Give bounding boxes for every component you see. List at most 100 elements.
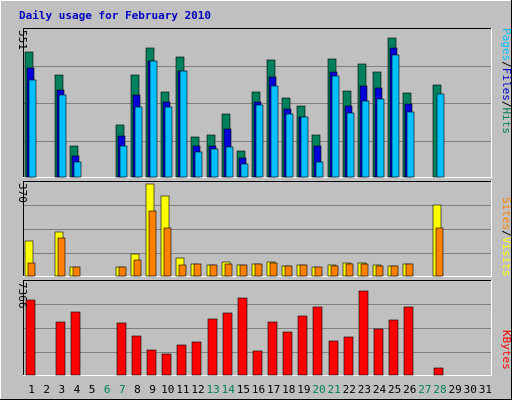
day-label: 20 bbox=[312, 383, 325, 396]
day-label: 14 bbox=[222, 383, 236, 396]
bar-pages-day-10 bbox=[164, 106, 173, 178]
bar-pages-day-28 bbox=[436, 93, 445, 178]
bar-kbytes-day-24 bbox=[373, 328, 384, 376]
bar-pages-day-16 bbox=[255, 104, 264, 178]
bar-sites-day-12 bbox=[193, 263, 202, 277]
bar-sites-day-28 bbox=[435, 227, 444, 277]
bar-pages-day-22 bbox=[346, 112, 355, 178]
day-labels: 1 2 3 4 5 6 7 8 9 10 11 12 13 14 15 16 17 18 19 20 21 22 23 24 2… bbox=[28, 383, 492, 396]
day-label: 16 bbox=[252, 383, 265, 396]
bar-kbytes-day-8 bbox=[131, 335, 142, 376]
bar-sites-day-9 bbox=[148, 210, 157, 277]
bar-kbytes-day-11 bbox=[176, 344, 187, 376]
bar-pages-day-11 bbox=[179, 70, 188, 178]
bar-kbytes-day-7 bbox=[116, 322, 127, 376]
bar-sites-day-19 bbox=[299, 264, 308, 277]
bar-pages-day-20 bbox=[315, 161, 324, 178]
bar-sites-day-25 bbox=[390, 265, 399, 277]
bar-kbytes-day-20 bbox=[312, 306, 323, 376]
bar-pages-day-19 bbox=[300, 116, 309, 178]
day-label: 22 bbox=[343, 383, 356, 396]
day-label: 21 bbox=[328, 383, 341, 396]
bar-sites-day-11 bbox=[178, 264, 187, 277]
legend-sep: / bbox=[500, 61, 512, 68]
day-label: 11 bbox=[176, 383, 189, 396]
bar-sites-day-21 bbox=[330, 265, 339, 277]
day-label: 29 bbox=[449, 383, 462, 396]
day-label: 5 bbox=[89, 383, 96, 396]
y-max-label: 370 bbox=[16, 183, 29, 203]
bar-sites-day-13 bbox=[209, 264, 218, 277]
bar-sites-day-10 bbox=[163, 227, 172, 277]
legend-kbytes: KBytes bbox=[500, 330, 512, 370]
day-label: 25 bbox=[388, 383, 401, 396]
chart-panels bbox=[23, 28, 492, 376]
bar-pages-day-3 bbox=[58, 94, 67, 178]
day-label: 2 bbox=[43, 383, 50, 396]
day-label: 18 bbox=[282, 383, 295, 396]
bar-pages-day-21 bbox=[331, 75, 340, 178]
chart-title: Daily usage for February 2010 bbox=[19, 9, 211, 22]
day-label: 1 bbox=[28, 383, 35, 396]
bar-sites-day-1 bbox=[27, 262, 36, 277]
bar-pages-day-8 bbox=[134, 106, 143, 178]
bar-sites-day-26 bbox=[405, 263, 414, 277]
day-label: 8 bbox=[134, 383, 141, 396]
day-label: 15 bbox=[237, 383, 250, 396]
legend-sep: / bbox=[500, 230, 512, 237]
bar-sites-day-16 bbox=[254, 263, 263, 277]
bar-kbytes-day-10 bbox=[161, 353, 172, 376]
bar-pages-day-9 bbox=[149, 60, 158, 178]
y-max-labels: 551 370 7366 bbox=[16, 30, 29, 309]
day-label: 24 bbox=[373, 383, 387, 396]
bar-sites-day-20 bbox=[314, 266, 323, 277]
bar-kbytes-day-9 bbox=[146, 349, 157, 376]
bar-kbytes-day-13 bbox=[207, 318, 218, 376]
day-label: 26 bbox=[403, 383, 416, 396]
bar-kbytes-day-23 bbox=[358, 290, 369, 376]
bar-pages-day-17 bbox=[270, 85, 279, 178]
legend-hits: Hits bbox=[500, 108, 512, 135]
legend-sep: / bbox=[500, 101, 512, 108]
bar-sites-day-8 bbox=[133, 259, 142, 277]
bar-pages-day-1 bbox=[28, 79, 37, 178]
bar-pages-day-24 bbox=[376, 98, 385, 178]
day-label: 13 bbox=[206, 383, 219, 396]
bar-sites-day-4 bbox=[72, 266, 81, 277]
day-label: 10 bbox=[161, 383, 174, 396]
bar-pages-day-15 bbox=[240, 163, 249, 178]
day-label: 17 bbox=[267, 383, 280, 396]
bar-sites-day-15 bbox=[239, 264, 248, 277]
y-max-label: 551 bbox=[16, 30, 29, 50]
bar-pages-day-7 bbox=[119, 145, 128, 178]
bar-sites-day-3 bbox=[57, 237, 66, 277]
bar-kbytes-day-16 bbox=[252, 350, 263, 376]
bar-sites-day-24 bbox=[375, 265, 384, 277]
bar-sites-day-17 bbox=[269, 262, 278, 277]
bar-kbytes-day-17 bbox=[267, 321, 278, 376]
day-label: 6 bbox=[104, 383, 111, 396]
day-label: 31 bbox=[479, 383, 492, 396]
day-label: 28 bbox=[433, 383, 446, 396]
bar-pages-day-25 bbox=[391, 54, 400, 178]
chart-bars bbox=[24, 37, 445, 376]
legend-sites-visits: Sites/Visits bbox=[500, 197, 512, 277]
legend-hits-files-pages: Pages/Files/Hits bbox=[500, 28, 512, 134]
bar-sites-day-23 bbox=[360, 263, 369, 277]
bar-pages-day-13 bbox=[210, 148, 219, 178]
bar-pages-day-12 bbox=[194, 151, 203, 178]
day-label: 3 bbox=[59, 383, 66, 396]
bar-kbytes-day-25 bbox=[388, 319, 399, 376]
bar-sites-day-7 bbox=[118, 266, 127, 277]
day-label: 19 bbox=[297, 383, 310, 396]
bar-kbytes-day-21 bbox=[328, 340, 339, 376]
day-label: 27 bbox=[418, 383, 431, 396]
bar-kbytes-day-1 bbox=[25, 299, 36, 376]
bar-sites-day-18 bbox=[284, 265, 293, 277]
bar-pages-day-18 bbox=[285, 113, 294, 178]
bar-sites-day-14 bbox=[224, 263, 233, 277]
day-label: 23 bbox=[358, 383, 371, 396]
bar-kbytes-day-26 bbox=[403, 306, 414, 376]
